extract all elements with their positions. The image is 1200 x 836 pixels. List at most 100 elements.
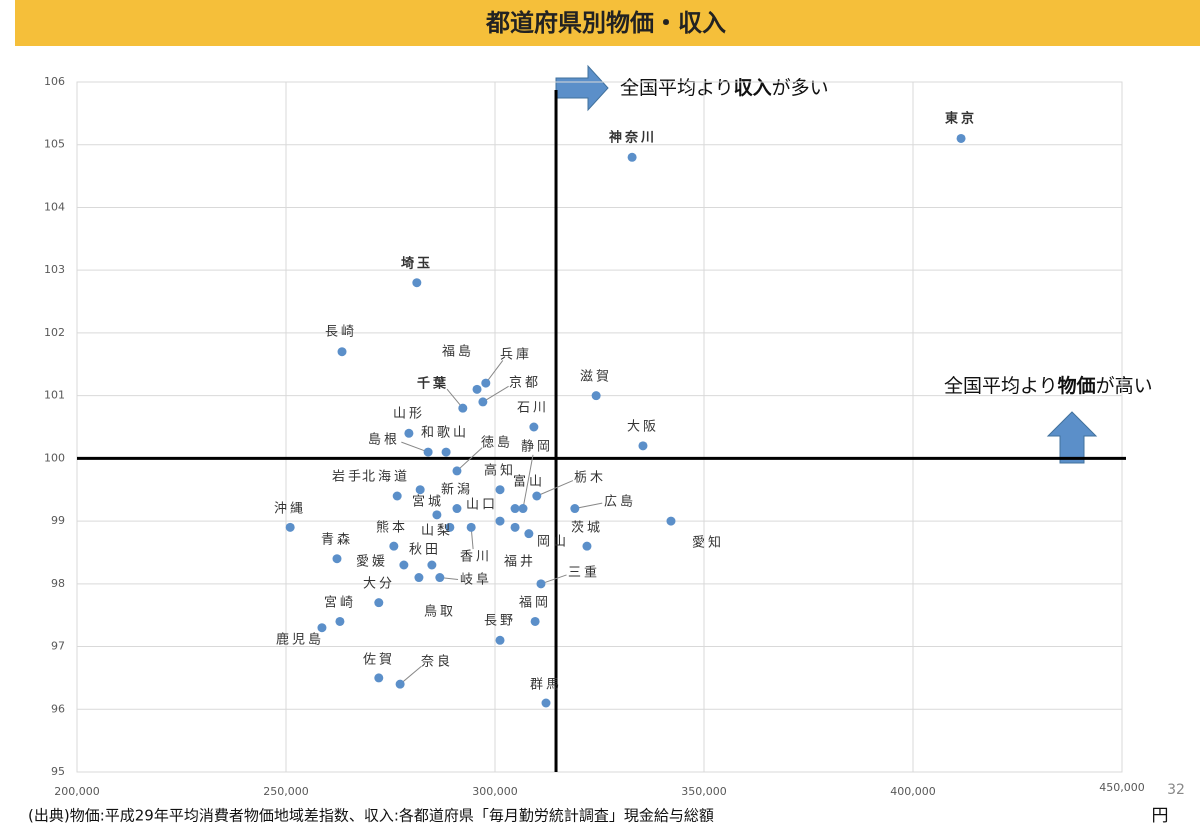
point-label: 沖縄 <box>274 502 306 517</box>
chart-title: 都道府県別物価・収入 <box>485 9 726 37</box>
arrow-up <box>1046 411 1098 464</box>
annotation-income: 全国平均より収入が多い <box>620 77 829 99</box>
y-tick-label: 103 <box>44 263 65 276</box>
point-label: 大阪 <box>627 420 659 435</box>
point-label: 北海道 <box>362 470 410 485</box>
point-label: 大分 <box>363 577 395 592</box>
y-tick-label: 96 <box>51 702 65 715</box>
leader-line <box>485 360 504 384</box>
point <box>495 635 505 645</box>
point-label: 島根 <box>368 433 400 448</box>
point-label: 茨城 <box>571 521 603 536</box>
point-label: 熊本 <box>376 520 408 536</box>
point <box>627 152 637 162</box>
point <box>285 522 295 532</box>
point <box>510 522 520 532</box>
point <box>399 560 409 570</box>
leader-line <box>536 480 574 497</box>
point <box>395 679 405 689</box>
point-label: 宮城 <box>412 494 444 510</box>
y-tick-label: 99 <box>51 514 65 527</box>
point-label: 宮崎 <box>324 595 356 611</box>
point <box>524 529 534 539</box>
point <box>415 485 425 495</box>
y-tick-label: 105 <box>44 138 65 151</box>
point <box>466 522 476 532</box>
point-label: 秋田 <box>409 543 441 558</box>
point <box>518 504 528 514</box>
point-label: 栃木 <box>574 471 606 486</box>
annotation-part: 全国平均より <box>620 77 734 99</box>
annotation-part: 物価 <box>1058 374 1096 397</box>
y-tick-label: 95 <box>51 765 65 778</box>
point-label: 福岡 <box>519 596 551 611</box>
point <box>423 447 433 457</box>
annotation-part: 全国平均より <box>944 375 1058 397</box>
point <box>374 598 384 608</box>
point <box>317 623 327 633</box>
y-tick-label: 98 <box>51 577 65 590</box>
point-label: 徳島 <box>481 436 513 451</box>
point <box>666 516 676 526</box>
leader-line <box>399 665 422 685</box>
point-label: 青森 <box>321 533 353 548</box>
plot-frame <box>76 81 1123 773</box>
point <box>389 541 399 551</box>
point-label: 鹿児島 <box>276 632 324 648</box>
leader-line <box>574 502 603 510</box>
x-tick-label: 300,000 <box>472 785 518 798</box>
point <box>510 504 520 514</box>
point-label: 三重 <box>568 565 600 581</box>
point <box>445 522 455 532</box>
point-label: 山形 <box>393 407 425 422</box>
point <box>532 491 542 501</box>
point <box>478 397 488 407</box>
point-label: 広島 <box>604 495 636 510</box>
annotation-part: 収入 <box>734 77 772 99</box>
point-label: 長野 <box>484 614 516 629</box>
point-label: 滋賀 <box>580 370 612 385</box>
arrow-right <box>555 64 609 112</box>
point-label: 愛媛 <box>356 555 388 570</box>
point <box>481 378 491 388</box>
point-label: 石川 <box>517 401 549 416</box>
point-label: 香川 <box>460 550 492 565</box>
annotation-price: 全国平均より物価が高い <box>944 374 1153 397</box>
point-label: 愛知 <box>692 535 724 551</box>
point-label: 富山 <box>513 474 545 490</box>
point <box>638 441 648 451</box>
point <box>536 579 546 589</box>
y-tick-label: 106 <box>44 75 65 88</box>
point <box>414 573 424 583</box>
x-tick-label: 400,000 <box>890 785 936 798</box>
point <box>337 347 347 357</box>
point <box>570 504 580 514</box>
point <box>472 384 482 394</box>
point-label: 佐賀 <box>363 653 395 668</box>
point-label: 埼玉 <box>401 256 433 272</box>
point <box>452 466 462 476</box>
x-tick-label: 200,000 <box>54 785 100 798</box>
annotation-part: が高い <box>1096 375 1153 397</box>
point <box>432 510 442 520</box>
grid <box>76 81 1123 773</box>
point <box>404 428 414 438</box>
y-tick-label: 97 <box>51 640 65 653</box>
point-label: 奈良 <box>421 654 453 670</box>
point <box>435 573 445 583</box>
point <box>392 491 402 501</box>
point-label: 千葉 <box>417 376 449 392</box>
title-bar <box>15 0 1200 46</box>
point-label: 群馬 <box>530 678 562 693</box>
y-tick-label: 102 <box>44 326 65 339</box>
x-tick-label: 450,000 <box>1099 781 1145 794</box>
x-unit: 円 <box>1152 806 1169 826</box>
point <box>374 673 384 683</box>
leader-line <box>522 454 534 509</box>
point-label: 東京 <box>945 111 977 127</box>
point-label: 岡山 <box>537 535 569 550</box>
point <box>335 616 345 626</box>
point-label: 高知 <box>484 463 516 479</box>
